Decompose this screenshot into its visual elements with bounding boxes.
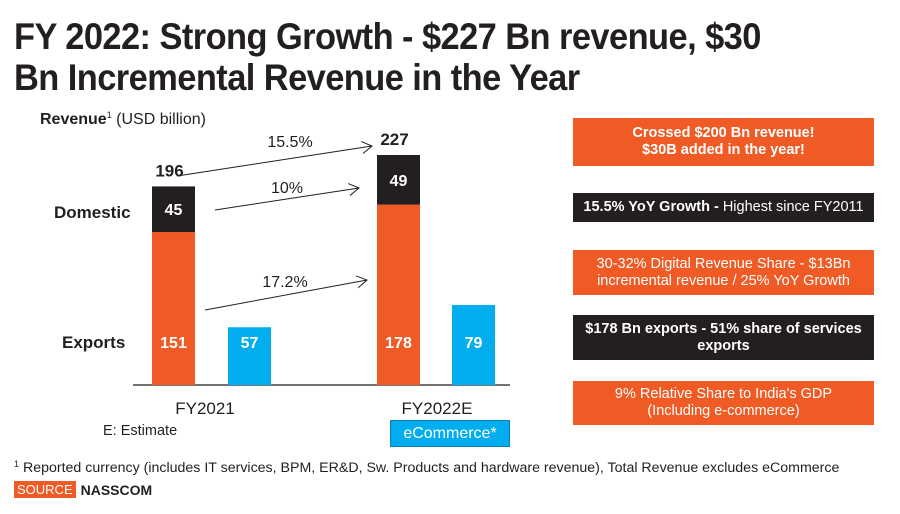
source-name: NASSCOM <box>80 481 153 498</box>
highlight-card-line: (Including e-commerce) <box>647 403 799 420</box>
highlight-card-text: 30-32% Digital Revenue Share - $13Bn <box>596 255 851 272</box>
highlight-card: $178 Bn exports - 51% share of services e… <box>573 315 874 360</box>
highlight-card-text: Crossed $200 Bn revenue! <box>632 125 815 141</box>
label-domestic-FY2021: 45 <box>165 202 183 219</box>
row-label-exports: Exports <box>62 333 126 352</box>
highlight-card-line: 15.5% YoY Growth - Highest since FY2011 <box>583 199 863 216</box>
highlight-card-line: 30-32% Digital Revenue Share - $13Bn <box>597 256 851 273</box>
growth-arrow-exports <box>204 275 368 311</box>
category-label-FY2021: FY2021 <box>175 399 235 418</box>
footnote: 1 Reported currency (includes IT service… <box>14 459 839 476</box>
highlight-card-text: 9% Relative Share to India's GDP <box>614 386 833 402</box>
growth-label-domestic: 10% <box>271 180 303 197</box>
growth-arrow-domestic <box>214 183 360 211</box>
title-line-1: FY 2022: Strong Growth - $227 Bn revenue… <box>14 16 761 57</box>
label-ecommerce-FY2022E: 79 <box>465 335 483 352</box>
highlight-card-text: $178 Bn exports - 51% share of services <box>585 320 862 337</box>
source-row: SOURCE NASSCOM <box>14 481 152 498</box>
label-total-FY2021: 196 <box>155 161 183 180</box>
growth-label-exports: 17.2% <box>262 274 307 291</box>
bar-ecommerce-FY2021 <box>228 327 271 385</box>
highlight-card-line: 9% Relative Share to India's GDP <box>615 386 832 403</box>
ecommerce-legend-box: eCommerce* <box>390 420 510 447</box>
source-badge: SOURCE <box>14 481 76 498</box>
revenue-chart: 151 45 196 57 FY2021 178 49 227 79 FY2022E 15.5% 1… <box>133 130 510 418</box>
label-total-FY2022E: 227 <box>380 130 408 149</box>
highlight-card-text: (Including e-commerce) <box>647 403 800 419</box>
label-exports-FY2022E: 178 <box>385 335 412 352</box>
bar-domestic-FY2021 <box>152 186 195 233</box>
bar-exports-FY2022E <box>377 204 420 385</box>
title-line-2: Bn Incremental Revenue in the Year <box>14 57 580 98</box>
highlight-card-text: incremental revenue / 25% YoY Growth <box>597 272 850 289</box>
revenue-axis-label: Revenue1 (USD billion) <box>40 110 206 129</box>
footnote-marker: 1 <box>14 459 20 469</box>
revenue-label-unit: (USD billion) <box>116 111 206 128</box>
growth-label-total: 15.5% <box>267 134 312 151</box>
highlight-card-line: $30B added in the year! <box>642 142 805 159</box>
highlight-card-line: Crossed $200 Bn revenue! <box>632 125 814 142</box>
bar-ecommerce-FY2022E <box>452 304 495 385</box>
highlight-card-text: Highest since FY2011 <box>722 199 864 215</box>
growth-arrow-total <box>176 141 373 177</box>
bar-domestic-FY2022E <box>377 155 420 205</box>
highlight-card: Crossed $200 Bn revenue! $30B added in th… <box>573 118 874 166</box>
highlight-card-text: 15.5% YoY Growth - <box>583 199 723 215</box>
revenue-label-bold: Revenue <box>40 111 107 128</box>
bar-exports-FY2021 <box>152 232 195 385</box>
estimate-note: E: Estimate <box>103 423 178 439</box>
label-ecommerce-FY2021: 57 <box>241 335 259 352</box>
page-title: FY 2022: Strong Growth - $227 Bn revenue… <box>14 16 832 98</box>
revenue-label-footnote-marker: 1 <box>106 110 112 120</box>
highlight-card-text: exports <box>697 337 750 354</box>
highlight-card: 30-32% Digital Revenue Share - $13Bn incr… <box>573 250 874 295</box>
highlight-card-text: $30B added in the year! <box>642 142 805 158</box>
label-exports-FY2021: 151 <box>160 335 187 352</box>
highlight-card-line: $178 Bn exports - 51% share of services <box>585 321 861 338</box>
highlight-card: 9% Relative Share to India's GDP (Includi… <box>573 381 874 425</box>
footnote-text: Reported currency (includes IT services,… <box>19 460 840 476</box>
highlight-card-line: incremental revenue / 25% YoY Growth <box>597 273 850 290</box>
row-label-domestic: Domestic <box>54 203 131 222</box>
highlight-card: 15.5% YoY Growth - Highest since FY2011 <box>573 193 874 222</box>
label-domestic-FY2022E: 49 <box>390 173 408 190</box>
highlight-card-line: exports <box>697 338 749 355</box>
category-label-FY2022E: FY2022E <box>402 399 473 418</box>
